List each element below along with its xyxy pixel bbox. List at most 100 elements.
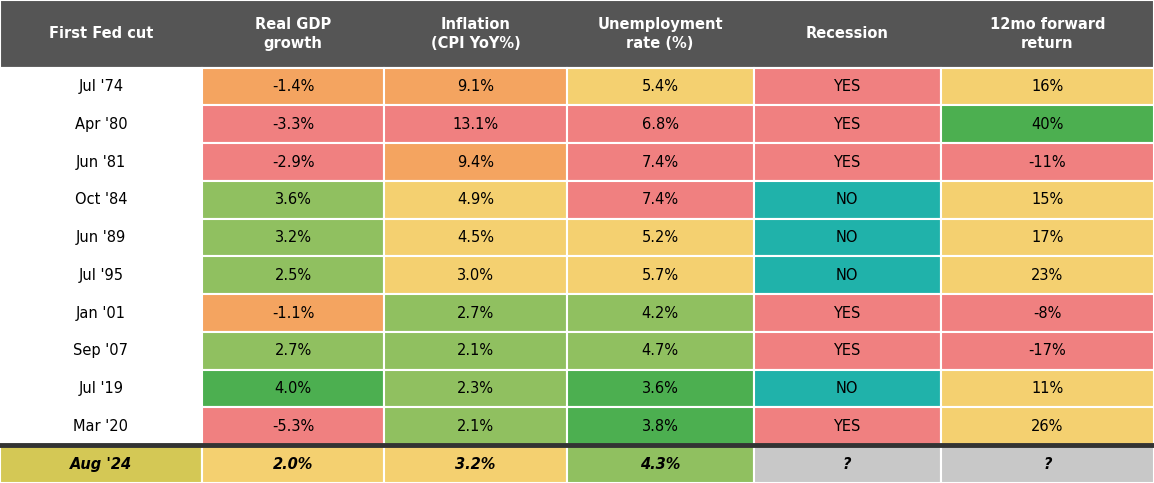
Bar — [384, 445, 567, 483]
Text: 23%: 23% — [1032, 268, 1063, 283]
Bar — [754, 219, 941, 256]
Bar — [567, 181, 754, 219]
Text: 2.3%: 2.3% — [457, 381, 494, 396]
Bar — [384, 256, 567, 294]
Text: 6.8%: 6.8% — [642, 117, 679, 132]
Text: NO: NO — [835, 230, 859, 245]
Text: -3.3%: -3.3% — [272, 117, 314, 132]
Text: First Fed cut: First Fed cut — [48, 26, 153, 42]
Bar — [384, 369, 567, 408]
Bar — [202, 332, 384, 369]
Text: YES: YES — [833, 419, 861, 434]
Text: 16%: 16% — [1032, 79, 1063, 94]
Text: -2.9%: -2.9% — [272, 155, 314, 170]
Bar — [202, 143, 384, 181]
Bar — [941, 143, 1154, 181]
Bar — [202, 68, 384, 105]
Text: 2.7%: 2.7% — [457, 306, 494, 321]
Bar — [754, 181, 941, 219]
Bar — [0, 294, 202, 332]
Bar — [0, 369, 202, 408]
Bar — [567, 68, 754, 105]
Bar — [567, 294, 754, 332]
Bar — [567, 143, 754, 181]
Text: -17%: -17% — [1028, 343, 1066, 358]
Bar — [754, 294, 941, 332]
Text: 2.5%: 2.5% — [275, 268, 312, 283]
Bar — [384, 105, 567, 143]
Bar — [754, 332, 941, 369]
Bar — [202, 408, 384, 445]
Text: 5.7%: 5.7% — [642, 268, 679, 283]
Bar — [941, 105, 1154, 143]
Text: Jun '81: Jun '81 — [76, 155, 126, 170]
Bar — [0, 219, 202, 256]
Text: Jul '74: Jul '74 — [78, 79, 123, 94]
Bar — [384, 408, 567, 445]
Text: 2.0%: 2.0% — [273, 456, 313, 471]
Bar — [754, 256, 941, 294]
Bar — [0, 143, 202, 181]
Bar — [202, 294, 384, 332]
Text: -11%: -11% — [1028, 155, 1066, 170]
Text: -8%: -8% — [1033, 306, 1062, 321]
Text: 3.6%: 3.6% — [275, 192, 312, 207]
Bar — [567, 332, 754, 369]
Text: 3.8%: 3.8% — [642, 419, 679, 434]
Text: ?: ? — [842, 456, 852, 471]
Text: 13.1%: 13.1% — [452, 117, 499, 132]
Text: -1.4%: -1.4% — [272, 79, 314, 94]
Text: Jul '95: Jul '95 — [78, 268, 123, 283]
Text: 3.0%: 3.0% — [457, 268, 494, 283]
Text: Unemployment
rate (%): Unemployment rate (%) — [598, 17, 722, 51]
Text: 40%: 40% — [1031, 117, 1064, 132]
Text: YES: YES — [833, 155, 861, 170]
Text: YES: YES — [833, 306, 861, 321]
Text: 4.7%: 4.7% — [642, 343, 679, 358]
Bar — [0, 332, 202, 369]
Text: Mar '20: Mar '20 — [74, 419, 128, 434]
Text: 3.2%: 3.2% — [456, 456, 495, 471]
Text: 5.2%: 5.2% — [642, 230, 679, 245]
Bar — [941, 68, 1154, 105]
Text: 5.4%: 5.4% — [642, 79, 679, 94]
Bar — [567, 256, 754, 294]
Text: NO: NO — [835, 268, 859, 283]
Text: 9.1%: 9.1% — [457, 79, 494, 94]
Bar — [941, 445, 1154, 483]
Bar — [754, 408, 941, 445]
Text: 2.1%: 2.1% — [457, 419, 494, 434]
Text: 9.4%: 9.4% — [457, 155, 494, 170]
Text: Recession: Recession — [805, 26, 889, 42]
Bar — [754, 68, 941, 105]
Bar — [941, 408, 1154, 445]
Bar — [941, 181, 1154, 219]
Bar — [384, 219, 567, 256]
Bar — [754, 143, 941, 181]
Text: Real GDP
growth: Real GDP growth — [255, 17, 331, 51]
Bar — [384, 294, 567, 332]
Text: 12mo forward
return: 12mo forward return — [989, 17, 1106, 51]
Text: 2.7%: 2.7% — [275, 343, 312, 358]
Text: -1.1%: -1.1% — [272, 306, 314, 321]
Bar — [384, 68, 567, 105]
Text: Inflation
(CPI YoY%): Inflation (CPI YoY%) — [430, 17, 520, 51]
Bar — [0, 445, 202, 483]
Text: 4.0%: 4.0% — [275, 381, 312, 396]
Text: NO: NO — [835, 192, 859, 207]
Text: 3.2%: 3.2% — [275, 230, 312, 245]
Bar — [384, 181, 567, 219]
Text: Jun '89: Jun '89 — [76, 230, 126, 245]
Bar — [202, 219, 384, 256]
Text: YES: YES — [833, 343, 861, 358]
Bar — [567, 445, 754, 483]
Text: ?: ? — [1043, 456, 1051, 471]
Text: -5.3%: -5.3% — [272, 419, 314, 434]
Text: 4.2%: 4.2% — [642, 306, 679, 321]
Text: NO: NO — [835, 381, 859, 396]
Bar — [754, 445, 941, 483]
Bar — [941, 369, 1154, 408]
Text: YES: YES — [833, 79, 861, 94]
Bar — [0, 105, 202, 143]
Text: 4.3%: 4.3% — [640, 456, 680, 471]
